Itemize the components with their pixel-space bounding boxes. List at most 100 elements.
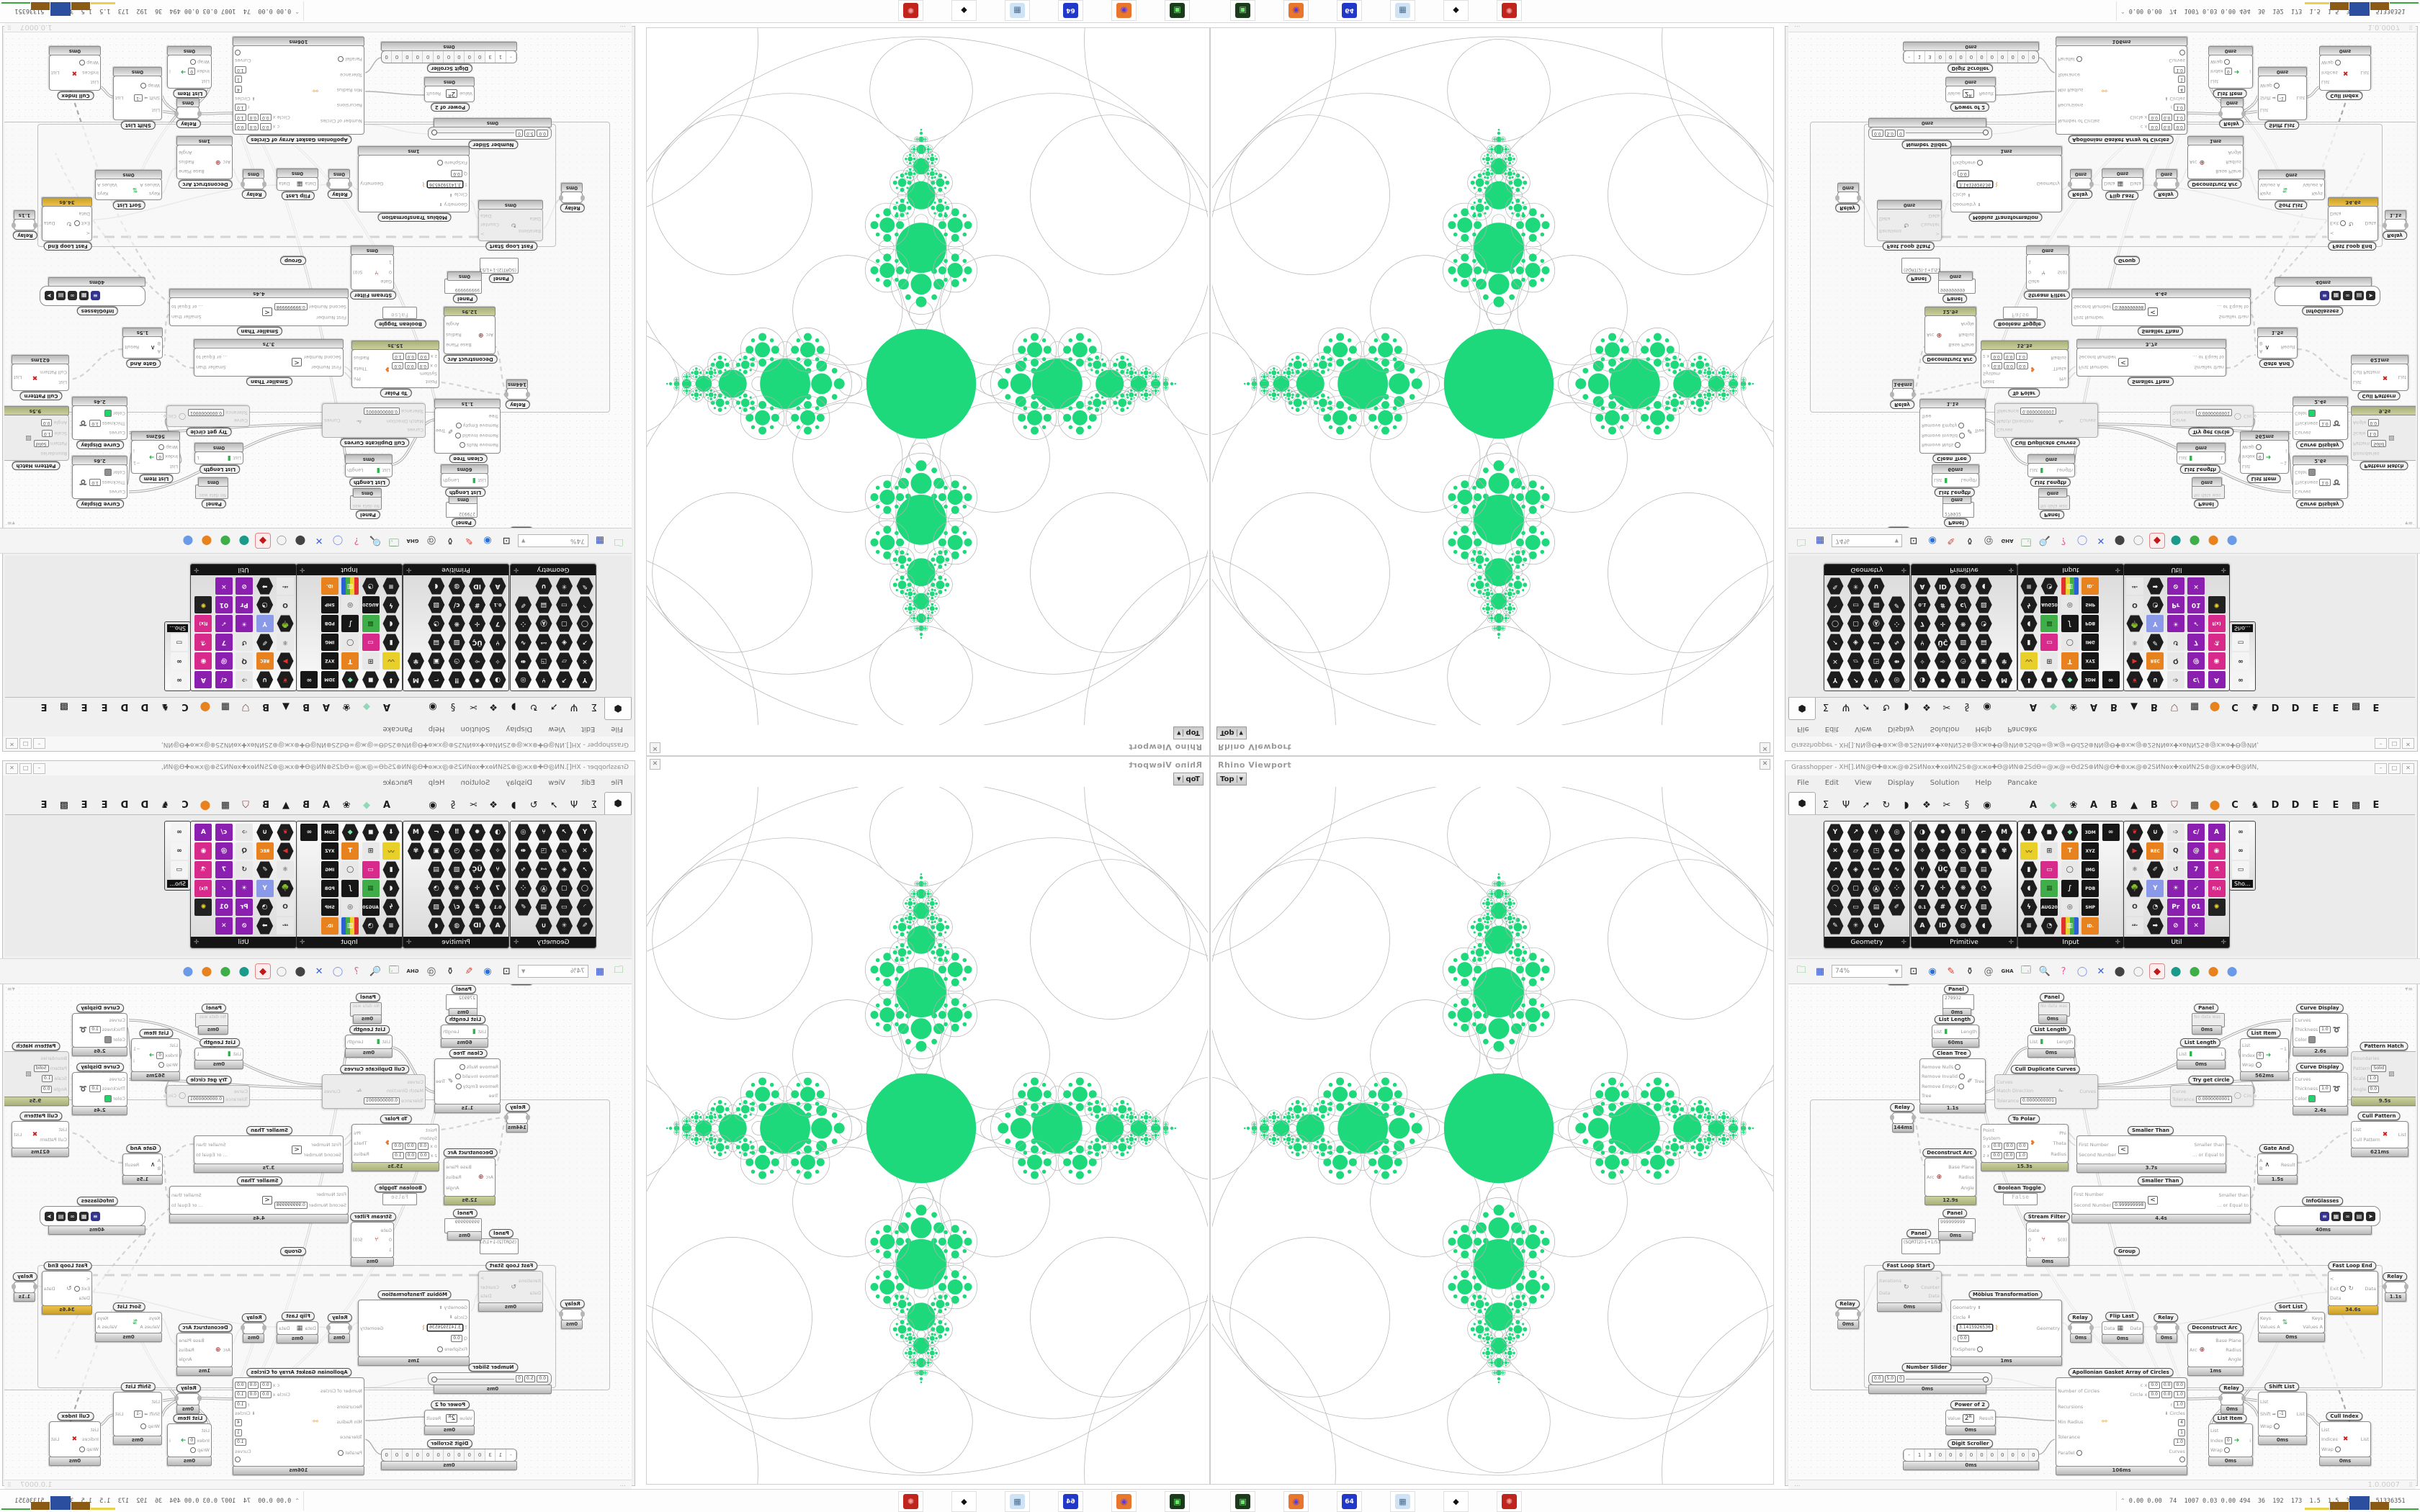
palette-icon-input-25[interactable]: ≡: [2020, 917, 2038, 935]
node-body[interactable]: List ▮ Length: [441, 473, 488, 487]
palette-icon-primitive-10[interactable]: ⑂: [489, 634, 506, 651]
menu-file[interactable]: File: [1797, 725, 1809, 734]
palette-icon-geometry-15[interactable]: ⁘: [1888, 880, 1906, 897]
palette-icon-geometry-9[interactable]: ◈: [556, 634, 573, 651]
node-body[interactable]: False: [382, 307, 417, 319]
launcher-red-card-icon[interactable]: ✺: [1497, 1491, 1522, 1512]
category-tab-18[interactable]: ⛉: [2171, 701, 2178, 713]
palette-icon-util-21[interactable]: ◔: [256, 596, 274, 613]
node-body[interactable]: [1837, 192, 1859, 203]
node-body[interactable]: Curves Thickness 1.0 Color ➰: [2293, 464, 2348, 499]
palette-icon-input-1[interactable]: ◼: [362, 824, 380, 841]
palette-icon-primitive-13[interactable]: ▤: [1975, 861, 1992, 878]
node-body[interactable]: 0.0 5.0 0: [1868, 1372, 1992, 1385]
node-body[interactable]: [2218, 1393, 2246, 1405]
palette-icon-input-23[interactable]: SHP: [321, 596, 339, 613]
category-tab-27[interactable]: ▩: [2351, 701, 2361, 713]
category-tab-4[interactable]: ↻: [529, 799, 538, 811]
launcher-firefox-icon[interactable]: ◉: [1111, 0, 1137, 21]
palette-icon-geometry-5[interactable]: ▱: [556, 652, 573, 670]
menu-display[interactable]: Display: [506, 778, 533, 787]
category-tab-21[interactable]: C: [182, 799, 189, 811]
toolbar-gem-red-icon[interactable]: ◆: [2149, 533, 2165, 549]
palette-icon-input-1[interactable]: ◼: [2040, 671, 2058, 688]
palette-icon-geometry-4[interactable]: ✕: [1827, 652, 1844, 670]
palette-icon-util-27[interactable]: ⊘: [236, 917, 254, 935]
palette-icon-input-0[interactable]: ⬇: [382, 671, 400, 688]
palette-icon-primitive-27[interactable]: ◍: [1955, 577, 1972, 595]
category-tab-8[interactable]: §: [1964, 799, 1970, 811]
palette-icon-util-1[interactable]: ∪: [2146, 671, 2164, 688]
category-tab-28[interactable]: E: [40, 701, 48, 713]
palette-icon-geometry-21[interactable]: ✳: [556, 577, 573, 595]
palette-icon-geometry-8[interactable]: ➚: [1827, 634, 1844, 651]
palette-icon-util-8[interactable]: @: [2187, 842, 2205, 860]
node-body[interactable]: No data was: [2192, 485, 2225, 499]
node-body[interactable]: List Shift ➡ -1 Wrap List: [113, 1392, 162, 1436]
toolbar-sphere-teal-icon[interactable]: ⬤: [238, 966, 250, 977]
palette-icon-util-17[interactable]: ☀: [2166, 615, 2184, 632]
category-tab-5[interactable]: ◗: [1904, 701, 1909, 713]
palette-icon-input-28[interactable]: ID.: [321, 577, 339, 595]
palette-icon-util-1[interactable]: ∪: [2146, 824, 2164, 841]
palette-icon-util-5[interactable]: ▶: [2126, 652, 2143, 670]
palette-icon-primitive-15[interactable]: 7: [1914, 880, 1931, 897]
palette-icon-input-26[interactable]: ◔: [2040, 917, 2058, 935]
viewport-canvas[interactable]: [1212, 28, 1773, 725]
viewport-tab-top[interactable]: Top ▼: [1216, 773, 1247, 786]
node-body[interactable]: No data was: [350, 495, 382, 510]
palette-icon-input-5[interactable]: 〰: [2020, 652, 2038, 670]
palette-icon-primitive-13[interactable]: ▤: [428, 861, 445, 878]
node-body[interactable]: List Indices Wrap ✖ List: [49, 55, 101, 91]
node-body[interactable]: Number of Circles Recursions Min Radius Tol…: [2056, 45, 2187, 135]
palette-icon-primitive-18[interactable]: ◔: [1975, 880, 1992, 897]
category-tab-4[interactable]: ↻: [529, 701, 538, 713]
node-body[interactable]: Iterations Data ↻ > Counter Data: [478, 209, 543, 241]
toolbar-sphere-green-icon[interactable]: ⬤: [220, 966, 231, 977]
floating-panel-icon-0[interactable]: ∞: [171, 671, 188, 688]
node-body[interactable]: Geometry ⬆ Circle ⬇ T 3.1415926536 Q 0.0 FixSphe…: [1950, 155, 2062, 212]
node-body[interactable]: List ▮ L: [194, 451, 243, 464]
palette-icon-util-19[interactable]: f(x): [2208, 880, 2226, 897]
category-tab-16[interactable]: ▲: [2130, 799, 2138, 811]
palette-icon-geometry-4[interactable]: ✕: [576, 652, 593, 670]
toolbar-gha-icon[interactable]: GHA: [2001, 538, 2014, 544]
node-body[interactable]: First Number Second Number 0.999999998 < Sma…: [169, 1186, 349, 1215]
palette-icon-primitive-11[interactable]: ÜÇ: [1934, 634, 1951, 651]
node-body[interactable]: A B ∧ Result: [2257, 1153, 2298, 1176]
category-tab-7[interactable]: ✂: [1942, 701, 1951, 713]
palette-icon-util-16[interactable]: Y: [256, 615, 274, 632]
palette-icon-input-2[interactable]: ◆: [341, 824, 359, 841]
palette-icon-geometry-13[interactable]: ▢: [1847, 880, 1865, 897]
node-body[interactable]: Remove Nulls Remove Invalid Remove Empty Tr…: [1919, 408, 1986, 454]
node-body[interactable]: Boundaries Pattern Solid Scale 1.0 Angle 0.0 ▨: [2351, 415, 2416, 461]
palette-icon-input-2[interactable]: ◆: [341, 671, 359, 688]
toolbar-balloon-icon[interactable]: ◯: [2076, 535, 2088, 546]
palette-icon-util-8[interactable]: @: [215, 842, 233, 860]
toolbar-sphere-teal-icon[interactable]: ⬤: [2170, 535, 2182, 546]
palette-icon-util-10[interactable]: ⚛: [2126, 861, 2143, 878]
toolbar-bag-icon[interactable]: ?: [2061, 966, 2066, 977]
node-body[interactable]: Gate 0 1 ⑂ S(0): [351, 254, 394, 290]
palette-icon-util-7[interactable]: Q: [2166, 842, 2184, 860]
palette-icon-geometry-9[interactable]: ◈: [556, 861, 573, 878]
gh-canvas[interactable]: ▾≡ PanelPanel2799320msList LengthList▮Le…: [1788, 984, 2416, 1480]
palette-icon-geometry-15[interactable]: ⁘: [515, 880, 532, 897]
category-tab-16[interactable]: ▲: [282, 701, 290, 713]
palette-icon-input-10[interactable]: ▮: [382, 861, 400, 878]
palette-icon-primitive-20[interactable]: 0.1: [1914, 596, 1931, 613]
palette-icon-util-11[interactable]: ✐: [2146, 861, 2164, 878]
toolbar-gem-red-icon[interactable]: ◆: [2149, 963, 2165, 979]
palette-icon-util-12[interactable]: ↺: [236, 634, 254, 651]
palette-icon-util-18[interactable]: ➶: [215, 615, 233, 632]
category-tab-6[interactable]: ❖: [1922, 799, 1931, 811]
node-body[interactable]: [14, 1282, 35, 1293]
node-body[interactable]: [1835, 1309, 1861, 1320]
launcher-red-card-icon[interactable]: ✺: [898, 0, 923, 21]
palette-icon-util-16[interactable]: Y: [2146, 880, 2164, 897]
category-tab-7[interactable]: ✂: [469, 701, 478, 713]
palette-icon-input-11[interactable]: ▭: [362, 634, 380, 651]
category-tab-9[interactable]: ◉: [1983, 701, 1991, 713]
palette-expand-icon[interactable]: ✛: [300, 566, 305, 574]
palette-icon-primitive-1[interactable]: ✹: [469, 824, 486, 841]
